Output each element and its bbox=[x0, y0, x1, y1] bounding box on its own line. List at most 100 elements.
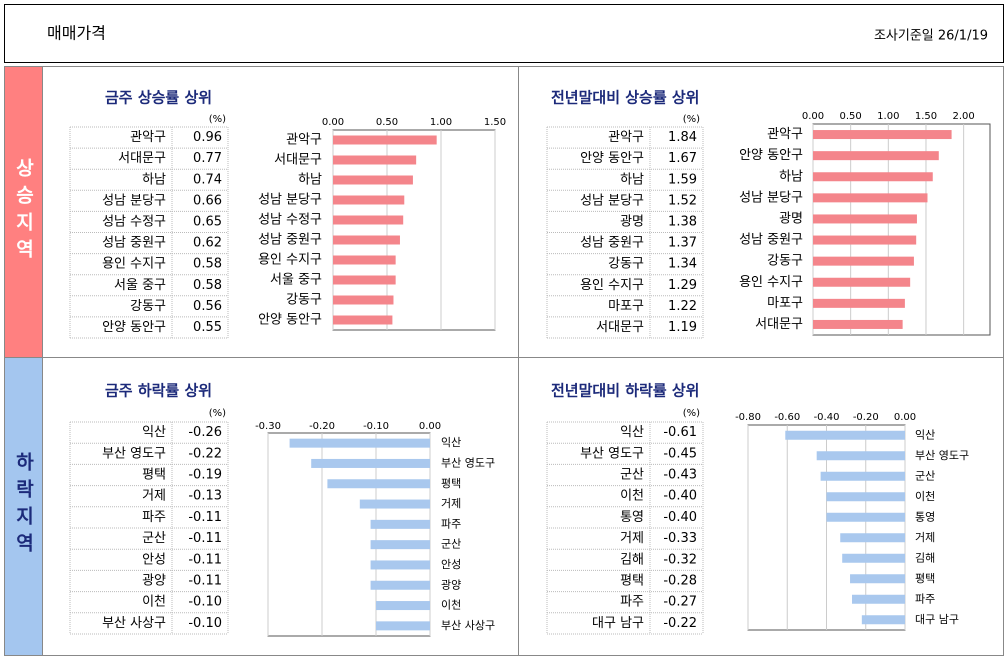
table-name: 평택 bbox=[620, 574, 644, 589]
table-value: -0.11 bbox=[188, 510, 222, 525]
table-value: 0.74 bbox=[193, 172, 222, 187]
table-value: 0.58 bbox=[193, 257, 222, 272]
bar-label: 통영 bbox=[915, 510, 935, 523]
table-name: 하남 bbox=[620, 172, 644, 187]
bar-label: 관악구 bbox=[286, 133, 322, 148]
table-name: 강동구 bbox=[130, 299, 166, 314]
bar-label: 용인 수지구 bbox=[739, 275, 803, 290]
x-tick-label: -0.30 bbox=[255, 421, 281, 432]
table-value: -0.10 bbox=[188, 616, 222, 631]
bar-label: 익산 bbox=[915, 428, 935, 441]
side-label: 상승지역 bbox=[13, 158, 35, 266]
table-name: 통영 bbox=[620, 510, 644, 525]
bar-label: 성남 중원구 bbox=[258, 233, 322, 248]
x-tick-label: -0.20 bbox=[309, 421, 335, 432]
table-value: -0.11 bbox=[188, 552, 222, 567]
table-name: 군산 bbox=[142, 531, 166, 546]
header-title: 매매가격 bbox=[47, 24, 106, 43]
bar bbox=[333, 195, 405, 205]
side-label: 하락지역 bbox=[13, 452, 35, 560]
table-value: -0.28 bbox=[663, 574, 697, 589]
bar-label: 평택 bbox=[441, 477, 461, 490]
table-value: 0.96 bbox=[193, 130, 222, 145]
header-date: 조사기준일 26/1/19 bbox=[874, 29, 988, 44]
table-name: 군산 bbox=[620, 468, 644, 483]
bar bbox=[333, 135, 437, 145]
table-value: 1.34 bbox=[668, 257, 697, 272]
table-name: 서대문구 bbox=[118, 151, 166, 166]
table-value: 0.55 bbox=[193, 320, 222, 335]
bar-label: 하남 bbox=[779, 169, 803, 184]
bar-label: 강동구 bbox=[767, 254, 803, 269]
table-name: 관악구 bbox=[608, 130, 644, 145]
table-name: 김해 bbox=[620, 552, 644, 567]
bar-label: 서대문구 bbox=[755, 317, 803, 332]
bar-label: 성남 수정구 bbox=[258, 213, 322, 228]
bar bbox=[813, 214, 917, 224]
bar-label: 서울 중구 bbox=[270, 273, 322, 288]
bar bbox=[816, 451, 905, 461]
x-tick-label: 0.00 bbox=[322, 117, 344, 128]
table-value: -0.19 bbox=[188, 468, 222, 483]
bar bbox=[813, 298, 905, 308]
bar bbox=[813, 256, 914, 266]
bar bbox=[813, 130, 952, 140]
bar bbox=[850, 574, 905, 584]
bar-label: 대구 남구 bbox=[915, 613, 959, 626]
side-down bbox=[5, 358, 42, 655]
table-name: 부산 영도구 bbox=[580, 446, 644, 461]
table-name: 거제 bbox=[620, 531, 644, 546]
table-value: -0.11 bbox=[188, 574, 222, 589]
bar bbox=[359, 499, 430, 509]
bar bbox=[840, 533, 905, 543]
side-up bbox=[5, 67, 42, 357]
bar bbox=[333, 295, 394, 305]
bar-label: 이천 bbox=[441, 598, 461, 612]
table-value: -0.40 bbox=[663, 510, 697, 525]
unit-label: (%) bbox=[683, 408, 700, 419]
bar bbox=[289, 438, 430, 448]
x-tick-label: 0.50 bbox=[840, 111, 862, 122]
table-name: 성남 분당구 bbox=[580, 193, 644, 208]
table-name: 이천 bbox=[142, 595, 166, 610]
table-name: 안양 동안구 bbox=[102, 320, 166, 335]
table-value: -0.40 bbox=[663, 489, 697, 504]
table-value: 1.67 bbox=[668, 151, 697, 166]
x-tick-label: 2.00 bbox=[953, 111, 975, 122]
bar-label: 안양 동안구 bbox=[258, 313, 322, 328]
x-tick-label: -0.20 bbox=[853, 412, 879, 423]
table-value: 1.84 bbox=[668, 130, 697, 145]
table-name: 광양 bbox=[142, 574, 166, 589]
bar-label: 광명 bbox=[779, 211, 803, 226]
table-value: -0.13 bbox=[188, 489, 222, 504]
table-name: 서대문구 bbox=[596, 320, 644, 335]
bar bbox=[333, 215, 404, 225]
bar bbox=[333, 235, 400, 245]
table-value: 1.38 bbox=[668, 214, 697, 229]
table-value: -0.33 bbox=[663, 531, 697, 546]
bar-label: 안성 bbox=[441, 558, 461, 571]
bar-label: 성남 분당구 bbox=[739, 190, 803, 205]
table-value: -0.32 bbox=[663, 552, 697, 567]
bar bbox=[333, 275, 396, 285]
bar bbox=[861, 615, 905, 625]
bar bbox=[813, 319, 903, 329]
table-name: 익산 bbox=[142, 425, 166, 440]
bar-label: 군산 bbox=[441, 538, 461, 551]
bar-label: 거제 bbox=[915, 531, 935, 544]
table-value: 1.59 bbox=[668, 172, 697, 187]
table-value: -0.45 bbox=[663, 446, 697, 461]
bar bbox=[333, 175, 413, 185]
bar bbox=[327, 479, 430, 489]
table-name: 대구 남구 bbox=[592, 616, 644, 631]
bar bbox=[852, 594, 905, 604]
x-tick-label: 0.50 bbox=[376, 117, 398, 128]
bar-label: 익산 bbox=[441, 436, 461, 449]
table-name: 안성 bbox=[142, 552, 166, 567]
bar bbox=[370, 580, 430, 590]
bar-label: 군산 bbox=[915, 469, 935, 482]
bar-label: 관악구 bbox=[767, 127, 803, 142]
bar-label: 이천 bbox=[915, 489, 935, 503]
bar-label: 성남 분당구 bbox=[258, 193, 322, 208]
